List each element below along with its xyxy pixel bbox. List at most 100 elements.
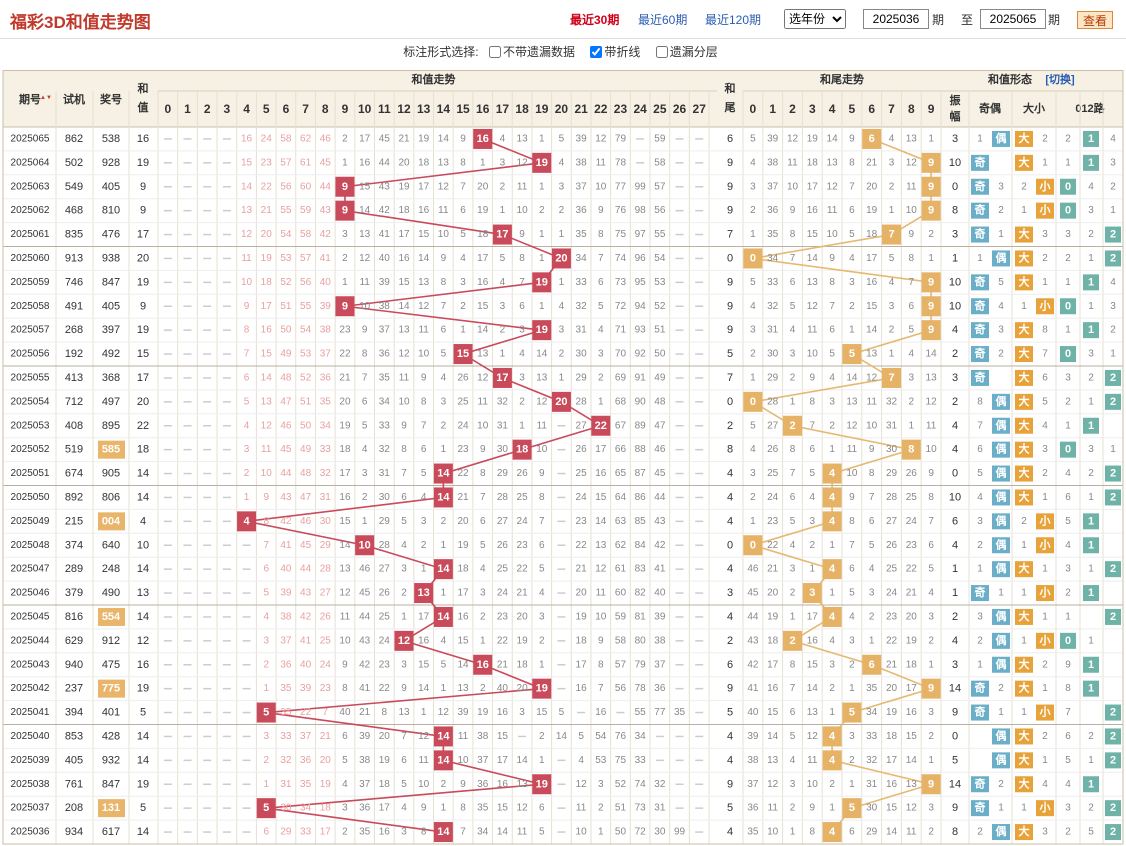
tail-cell: 5	[727, 707, 733, 719]
road-omission: 2	[1088, 229, 1094, 240]
road-omission: 1	[1088, 492, 1094, 503]
sum-omission-value: 1	[539, 301, 545, 312]
tail-omission-value: 9	[849, 133, 855, 144]
tail-omission-value: 18	[906, 659, 918, 670]
to-period-input[interactable]	[980, 9, 1046, 29]
table-row: 2025037 208 131 5 30 34 18 3 36 17 4 9 1 8 35 15 12 6 11 2 5…	[11, 799, 1121, 818]
tail-omission-value: 2	[849, 659, 855, 670]
size-omission: 3	[1042, 827, 1048, 838]
tail-omission-value: 7	[790, 253, 796, 264]
period-cell: 2025049	[11, 516, 50, 527]
sum-hit-marker	[532, 152, 552, 173]
road-badge	[1105, 608, 1121, 625]
sort-arrows-icon[interactable]: ▲▼	[40, 95, 52, 101]
road-omission: 3	[1065, 229, 1071, 240]
size-omission: 1	[1021, 635, 1027, 646]
tail-omission-value: 6	[928, 540, 934, 551]
tail-omission-value: 11	[906, 827, 917, 838]
sum-col-header: 14	[437, 102, 451, 116]
amp-cell: 4	[952, 324, 958, 336]
odd-even-value: 偶	[996, 489, 1007, 503]
size-omission: 4	[1042, 779, 1048, 790]
period-cell: 2025036	[11, 827, 50, 838]
sum-omission-value: 49	[300, 444, 312, 455]
year-select[interactable]: 选年份	[784, 9, 846, 29]
tail-omission-value: 1	[849, 683, 855, 694]
sum-omission-value: 28	[497, 492, 509, 503]
tail-col-header: 6	[868, 102, 875, 116]
sum-omission-value: 10	[536, 444, 548, 455]
sum-omission-value: 60	[300, 181, 312, 192]
size-omission: 2	[1042, 253, 1048, 264]
tail-omission-value: 39	[767, 133, 779, 144]
sum-omission-value: 1	[598, 396, 604, 407]
tail-hit-value: 0	[750, 252, 756, 264]
tail-hit-marker	[822, 511, 842, 532]
tail-omission-value: 4	[790, 540, 796, 551]
sum-omission-value: 7	[519, 277, 525, 288]
size-badge	[1015, 393, 1033, 410]
award-cell: 617	[102, 826, 120, 838]
sum-omission-value: 4	[559, 157, 565, 168]
tail-omission-value: 1	[849, 779, 855, 790]
sum-omission-value: 4	[598, 325, 604, 336]
tail-omission-value: 3	[750, 181, 756, 192]
sum-hit-marker	[433, 606, 453, 627]
tail-omission-value: 12	[827, 181, 839, 192]
period-cell: 2025062	[11, 205, 50, 216]
sum-omission-value: 2	[441, 420, 447, 431]
shiji-cell: 268	[65, 324, 83, 336]
sum-omission-value: 4	[421, 492, 427, 503]
option-polyline-checkbox[interactable]	[590, 46, 603, 58]
sum-col-header: 23	[614, 102, 628, 116]
sum-hit-value: 12	[398, 635, 410, 647]
sum-omission-value: 25	[497, 564, 509, 575]
sum-omission-value: 3	[401, 659, 407, 670]
sum-omission-value: 46	[320, 133, 332, 144]
sum-hit-marker	[433, 487, 453, 508]
tail-omission-value: 11	[807, 755, 818, 766]
size-value: 大	[1019, 824, 1030, 838]
period-30-link[interactable]: 最近30期	[570, 13, 620, 27]
award-highlight	[98, 512, 125, 531]
tail-hit-marker	[921, 200, 941, 221]
period-60-link[interactable]: 最近60期	[638, 13, 688, 27]
tail-omission-value: 2	[909, 396, 915, 407]
sum-omission-value: 2	[559, 349, 565, 360]
sum-omission-value: 1	[362, 516, 368, 527]
road-omission: 3	[1110, 157, 1116, 168]
sum-omission-value: 22	[497, 635, 509, 646]
period-header[interactable]: 期号	[19, 92, 41, 106]
sum-hit-marker	[551, 391, 571, 412]
option-no-omission-checkbox[interactable]	[488, 46, 501, 58]
sum-omission-value: 3	[559, 325, 565, 336]
option-polyline[interactable]: 带折线	[588, 45, 640, 59]
period-120-link[interactable]: 最近120期	[705, 13, 762, 27]
tail-omission-value: 15	[866, 301, 878, 312]
switch-link[interactable]: [切换]	[1045, 72, 1075, 86]
tail-omission-value: 6	[849, 205, 855, 216]
sum-omission-value: 1	[421, 564, 427, 575]
sum-cell: 14	[137, 563, 149, 575]
view-button[interactable]: 查看	[1077, 11, 1113, 29]
amp-cell: 4	[952, 444, 958, 456]
tail-omission-value: 6	[790, 492, 796, 503]
sum-omission-value: 24	[517, 516, 529, 527]
option-omission-layer[interactable]: 遗漏分层	[654, 45, 718, 59]
sum-hit-value: 20	[555, 396, 567, 408]
sum-cell: 15	[137, 348, 149, 360]
odd-even-omission: 1	[998, 803, 1004, 814]
sum-omission-value: 10	[438, 229, 450, 240]
option-no-omission[interactable]: 不带遗漏数据	[487, 45, 575, 59]
sum-omission-value: 11	[418, 325, 429, 336]
sum-omission-value: 39	[280, 588, 292, 599]
from-period-input[interactable]	[863, 9, 929, 29]
road-badge	[1060, 298, 1076, 315]
odd-even-value: 奇	[975, 705, 986, 719]
sum-omission-value: 4	[500, 133, 506, 144]
sum-omission-value: 23	[261, 157, 273, 168]
odd-even-value: 偶	[996, 752, 1007, 766]
tail-omission-value: 36	[747, 803, 759, 814]
tail-hit-value: 2	[789, 420, 795, 432]
option-omission-layer-checkbox[interactable]	[655, 46, 668, 58]
